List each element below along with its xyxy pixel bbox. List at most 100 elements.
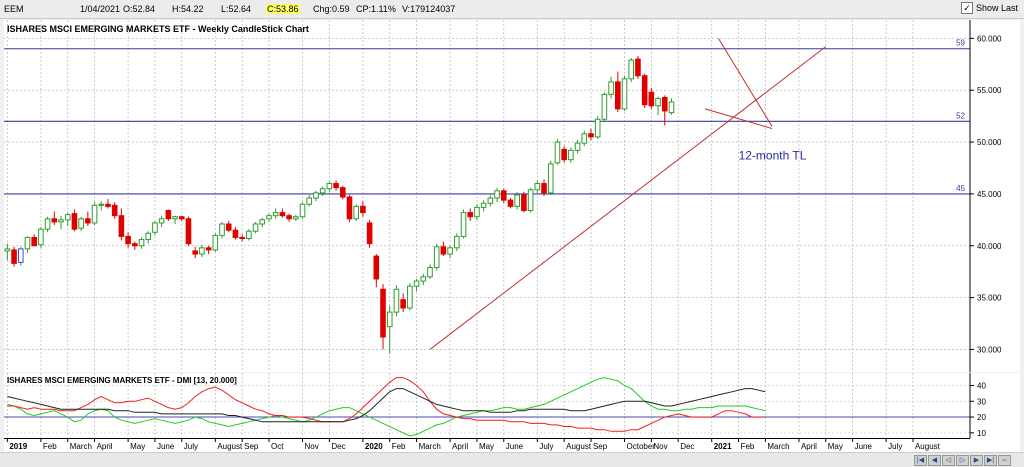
candle-body <box>132 243 138 247</box>
level-label: 59 <box>956 39 965 48</box>
candle <box>460 209 467 239</box>
candle-body <box>420 276 427 282</box>
x-tick-label: June <box>506 442 524 451</box>
x-tick-label: June <box>157 442 175 451</box>
horizontal-scrollbar[interactable]: |◀ ◀ ◁ ▷ ▶ ▶| ⇔ <box>0 452 1024 467</box>
candle-body <box>286 215 292 220</box>
candle <box>279 208 286 218</box>
dmi-y-tick-label: 30 <box>977 397 986 406</box>
candle-body <box>668 101 675 114</box>
trendline-annotation: 12-month TL <box>739 149 807 163</box>
candle-body <box>474 206 480 218</box>
price-chart[interactable]: 59 52 45 30.000 35.000 40.000 45.000 50.000 55.… <box>4 20 1020 372</box>
scroll-end-icon[interactable]: ▶| <box>984 455 997 466</box>
candle-body <box>259 219 266 225</box>
candle-body <box>11 249 17 264</box>
candle-body <box>561 148 567 161</box>
candle <box>11 246 17 267</box>
scroll-forward-icon[interactable]: ▷ <box>956 455 969 466</box>
candle <box>326 181 333 192</box>
candle <box>31 234 37 247</box>
candle-body <box>145 232 152 241</box>
candle-body <box>574 142 581 151</box>
candle-body <box>306 197 313 205</box>
candle-body <box>447 247 453 255</box>
dmi-y-tick-label: 10 <box>977 429 986 438</box>
dmi-y-tick-label: 20 <box>977 413 986 422</box>
dmi-axis: 10 20 30 40 <box>970 381 986 438</box>
candle <box>581 130 588 147</box>
scroll-back-icon[interactable]: ◁ <box>942 455 955 466</box>
candle <box>145 231 152 244</box>
candle-body <box>373 255 380 280</box>
candle-body <box>24 236 31 250</box>
candle <box>152 220 158 236</box>
candle <box>185 216 192 246</box>
candle-body <box>91 204 98 224</box>
candle <box>58 215 64 230</box>
x-tick-label: Feb <box>392 442 406 451</box>
candle-body <box>460 212 467 237</box>
show-last-toggle[interactable]: ✓ Show Last <box>960 2 1018 14</box>
candle-body <box>98 203 105 206</box>
candle <box>299 202 306 219</box>
candle <box>648 88 655 109</box>
x-tick-label: Oct <box>271 442 284 451</box>
candle-body <box>661 96 668 112</box>
candle <box>380 284 386 350</box>
candle <box>111 202 118 219</box>
show-last-checkbox[interactable]: ✓ <box>960 2 973 14</box>
open-label: O:52.84 <box>123 4 156 14</box>
candle-body <box>413 280 420 287</box>
candle-body <box>199 247 205 255</box>
candle <box>51 211 58 226</box>
candle <box>554 138 561 165</box>
candle-body <box>313 192 319 199</box>
candle <box>64 212 71 227</box>
scroll-start-icon[interactable]: |◀ <box>914 455 927 466</box>
candle <box>427 264 433 279</box>
candle-body <box>158 218 165 224</box>
candle <box>266 213 272 222</box>
candle-body <box>58 219 64 223</box>
candle-body <box>219 223 225 236</box>
scroll-left-icon[interactable]: ◀ <box>928 455 941 466</box>
candle-body <box>118 215 125 237</box>
high-label: H:54.22 <box>172 4 204 14</box>
show-last-label: Show Last <box>975 3 1018 13</box>
x-tick-label: March <box>767 442 789 451</box>
candle <box>125 232 131 248</box>
dmi-lines <box>4 377 970 437</box>
candle <box>393 285 400 317</box>
scroll-right-icon[interactable]: ▶ <box>970 455 983 466</box>
candle <box>178 215 185 221</box>
candle <box>199 244 205 258</box>
price-chart-title: ISHARES MSCI EMERGING MARKETS ETF - Week… <box>7 24 309 34</box>
candle-body <box>44 218 51 230</box>
candle <box>628 58 635 82</box>
candle <box>407 283 413 311</box>
candle <box>38 227 44 248</box>
candle-body <box>339 187 346 198</box>
x-tick-label: July <box>888 442 902 451</box>
y-tick-label: 30.000 <box>977 345 1002 354</box>
zoom-icon[interactable]: ⇔ <box>998 455 1011 466</box>
candle <box>487 194 494 207</box>
candle <box>655 96 661 116</box>
candle-body <box>252 223 259 232</box>
candle-body <box>353 205 359 220</box>
candle-body <box>588 133 594 138</box>
candle <box>588 128 594 140</box>
candle <box>252 221 259 234</box>
candle <box>313 190 319 202</box>
candle <box>246 229 252 241</box>
candle-body <box>51 218 58 223</box>
trendline <box>429 46 827 350</box>
dmi-chart[interactable]: 10 20 30 40 ISHARES MSCI EMERGING MARKETS E… <box>4 373 1020 438</box>
candle <box>447 245 453 259</box>
candle <box>366 219 373 248</box>
price-axis: 30.000 35.000 40.000 45.000 50.000 55.000 60.0… <box>970 34 1002 354</box>
candle-body <box>568 149 574 161</box>
candle <box>138 237 145 249</box>
candle-body <box>547 163 554 194</box>
